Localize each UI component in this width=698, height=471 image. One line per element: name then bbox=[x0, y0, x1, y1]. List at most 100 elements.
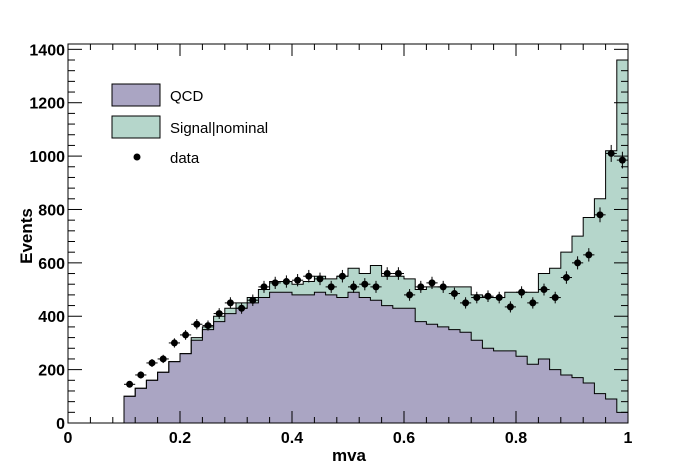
data-point bbox=[370, 280, 382, 293]
data-marker bbox=[126, 380, 134, 388]
x-tick-label: 0.8 bbox=[505, 430, 527, 447]
data-marker bbox=[462, 299, 470, 307]
stacked-histogram bbox=[123, 59, 629, 423]
data-marker bbox=[574, 259, 582, 267]
data-marker bbox=[417, 283, 425, 291]
data-point bbox=[616, 151, 628, 169]
data-point bbox=[426, 276, 438, 289]
tick-labels: 0 0.2 0.4 0.6 0.8 1 0 200 400 600 800 1000 1200 1400 bbox=[29, 42, 632, 447]
legend-label-data: data bbox=[170, 150, 200, 167]
data-marker bbox=[585, 251, 593, 259]
data-marker bbox=[428, 279, 436, 287]
data-point bbox=[157, 354, 169, 364]
data-marker bbox=[607, 149, 615, 157]
data-marker bbox=[204, 322, 212, 330]
legend-swatch-signal bbox=[111, 115, 161, 139]
data-marker bbox=[249, 296, 257, 304]
data-point bbox=[124, 380, 136, 388]
data-point bbox=[471, 291, 483, 304]
x-tick-label: 0.6 bbox=[393, 430, 415, 447]
data-marker bbox=[383, 270, 391, 278]
y-tick-label: 1400 bbox=[29, 42, 65, 59]
legend-marker-data bbox=[133, 153, 141, 161]
data-point bbox=[258, 280, 270, 293]
data-marker bbox=[394, 270, 402, 278]
data-point bbox=[202, 320, 214, 331]
data-point bbox=[560, 271, 572, 284]
data-marker bbox=[226, 299, 234, 307]
data-marker bbox=[238, 304, 246, 312]
data-point bbox=[594, 207, 606, 223]
data-marker bbox=[338, 272, 346, 280]
data-point bbox=[493, 291, 505, 304]
data-point bbox=[336, 269, 348, 283]
data-marker bbox=[518, 288, 526, 296]
data-point bbox=[280, 275, 292, 288]
data-marker bbox=[271, 279, 279, 287]
data-marker bbox=[596, 211, 604, 219]
data-marker bbox=[372, 283, 380, 291]
data-point bbox=[415, 280, 427, 293]
data-marker bbox=[350, 283, 358, 291]
data-marker bbox=[495, 294, 503, 302]
data-point bbox=[269, 276, 281, 289]
data-point bbox=[325, 280, 337, 293]
data-marker bbox=[562, 274, 570, 282]
data-marker bbox=[439, 283, 447, 291]
data-point bbox=[538, 283, 550, 296]
data-marker bbox=[305, 272, 313, 280]
data-marker bbox=[540, 286, 548, 294]
y-tick-label: 200 bbox=[38, 363, 65, 380]
plot-frame bbox=[67, 43, 629, 424]
data-point bbox=[527, 297, 539, 309]
data-point bbox=[191, 319, 203, 330]
data-point bbox=[437, 280, 449, 293]
data-point bbox=[605, 144, 617, 162]
data-point bbox=[572, 256, 584, 270]
signal-outline bbox=[123, 59, 629, 423]
data-point bbox=[348, 280, 360, 293]
data-marker bbox=[327, 283, 335, 291]
y-tick-label: 1000 bbox=[29, 149, 65, 166]
data-point bbox=[583, 248, 595, 262]
data-marker bbox=[193, 320, 201, 328]
data-marker bbox=[170, 339, 178, 347]
legend-swatch-qcd bbox=[111, 83, 161, 107]
data-marker bbox=[551, 294, 559, 302]
data-point bbox=[247, 294, 259, 306]
data-point bbox=[482, 290, 494, 303]
x-axis-title: mva bbox=[332, 446, 367, 465]
data-point bbox=[460, 297, 472, 309]
x-tick-label: 0 bbox=[64, 430, 73, 447]
data-marker bbox=[473, 294, 481, 302]
data-marker bbox=[484, 292, 492, 300]
y-tick-label: 0 bbox=[56, 416, 65, 433]
data-point bbox=[516, 286, 528, 299]
y-tick-label: 1200 bbox=[29, 96, 65, 113]
data-marker bbox=[529, 299, 537, 307]
data-marker bbox=[450, 290, 458, 298]
legend: QCD Signal|nominal data bbox=[111, 83, 268, 167]
data-point bbox=[392, 267, 404, 280]
x-tick-label: 0.2 bbox=[169, 430, 191, 447]
axis-ticks bbox=[67, 44, 629, 424]
data-point bbox=[504, 301, 516, 313]
data-point bbox=[146, 358, 158, 367]
data-point bbox=[180, 330, 192, 340]
x-tick-label: 1 bbox=[624, 430, 633, 447]
data-marker bbox=[282, 278, 290, 286]
y-tick-label: 800 bbox=[38, 202, 65, 219]
data-marker bbox=[294, 276, 302, 284]
data-point bbox=[404, 289, 416, 301]
data-point bbox=[303, 269, 315, 283]
data-marker bbox=[182, 331, 190, 339]
x-tick-label: 0.4 bbox=[281, 430, 303, 447]
data-marker bbox=[316, 275, 324, 283]
qcd-outline bbox=[123, 291, 629, 423]
data-point bbox=[168, 338, 180, 348]
data-points bbox=[124, 144, 628, 388]
data-point bbox=[224, 297, 236, 309]
axes bbox=[67, 43, 629, 424]
qcd-area bbox=[124, 292, 628, 423]
